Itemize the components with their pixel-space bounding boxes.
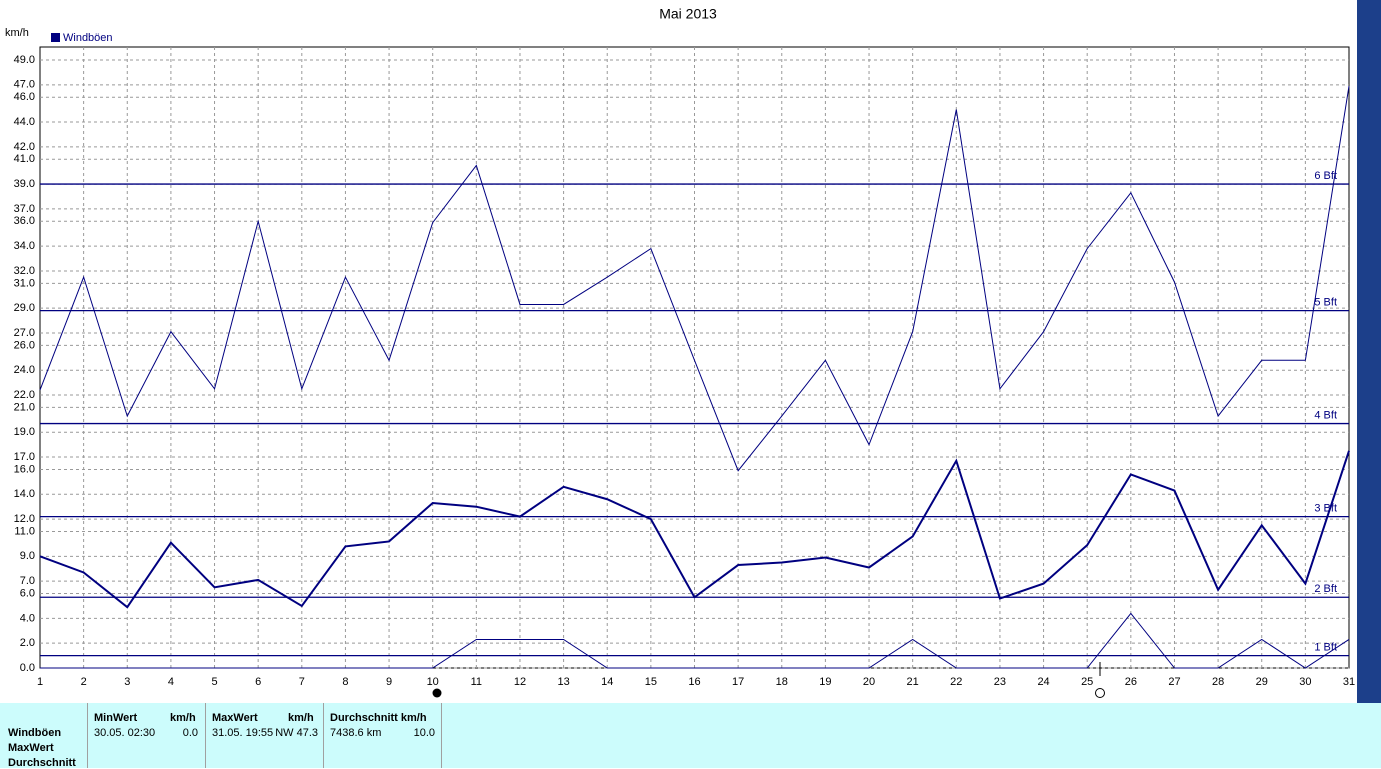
x-tick-label: 9 [386, 676, 392, 688]
y-tick-label: 37.0 [14, 203, 35, 215]
beaufort-label: 2 Bft [1314, 583, 1337, 595]
x-tick-label: 21 [907, 676, 919, 688]
y-tick-label: 6.0 [20, 587, 35, 599]
cell: 0.0 [182, 727, 198, 739]
cell: 30.05. 02:30 [94, 727, 156, 739]
x-tick-label: 12 [514, 676, 526, 688]
x-tick-label: 4 [168, 676, 174, 688]
y-tick-label: 29.0 [14, 302, 35, 314]
x-tick-label: 8 [342, 676, 348, 688]
stats-table: Windböen MaxWert Durchschnitt MinWert km… [0, 703, 1381, 769]
y-tick-label: 49.0 [14, 54, 35, 66]
x-tick-label: 24 [1037, 676, 1049, 688]
y-tick-label: 41.0 [14, 153, 35, 165]
cell: 7438.6 km [330, 727, 382, 739]
y-tick-label: 36.0 [14, 215, 35, 227]
x-tick-label: 19 [819, 676, 831, 688]
series-line [39, 85, 1350, 472]
x-tick-label: 5 [211, 676, 217, 688]
y-tick-label: 46.0 [14, 91, 35, 103]
row-label: Durchschnitt [8, 757, 76, 769]
y-tick-label: 34.0 [14, 240, 35, 252]
x-tick-label: 13 [557, 676, 569, 688]
y-tick-label: 22.0 [14, 389, 35, 401]
x-tick-label: 30 [1299, 676, 1311, 688]
legend-swatch [51, 33, 60, 42]
cell: 10.0 [413, 727, 435, 739]
x-tick-label: 23 [994, 676, 1006, 688]
y-tick-label: 4.0 [20, 612, 35, 624]
desktop-edge [1357, 0, 1381, 703]
header: km/h [288, 712, 314, 724]
y-tick-label: 24.0 [14, 364, 35, 376]
y-tick-label: 27.0 [14, 327, 35, 339]
beaufort-label: 4 Bft [1314, 409, 1337, 421]
separator [205, 703, 206, 768]
cell: 31.05. 19:55 [212, 727, 274, 739]
header: MaxWert [212, 712, 258, 724]
y-tick-label: 19.0 [14, 426, 35, 438]
x-tick-label: 29 [1256, 676, 1268, 688]
x-tick-label: 25 [1081, 676, 1093, 688]
full-moon-icon [1095, 688, 1105, 698]
x-tick-label: 26 [1125, 676, 1137, 688]
x-tick-label: 14 [601, 676, 613, 688]
y-tick-label: 42.0 [14, 141, 35, 153]
y-tick-label: 9.0 [20, 550, 35, 562]
x-tick-label: 18 [776, 676, 788, 688]
separator [441, 703, 442, 768]
y-axis-label: km/h [5, 27, 29, 39]
y-tick-label: 14.0 [14, 488, 35, 500]
beaufort-label: 1 Bft [1314, 641, 1337, 653]
chart: Mai 2013 km/h Windböen 0.0 2.0 4.0 6.07.0 9.… [5, 0, 1381, 703]
y-tick-label: 44.0 [14, 116, 35, 128]
x-tick-label: 27 [1168, 676, 1180, 688]
separator [87, 703, 88, 768]
y-tick-label: 17.0 [14, 451, 35, 463]
y-tick-label: 26.0 [14, 339, 35, 351]
y-tick-label: 47.0 [14, 79, 35, 91]
cell: NW 47.3 [275, 727, 318, 739]
chart-title: Mai 2013 [659, 6, 717, 22]
beaufort-label: 5 Bft [1314, 297, 1337, 309]
beaufort-label: 3 Bft [1314, 503, 1337, 515]
row-label: MaxWert [8, 742, 54, 754]
y-tick-label: 0.0 [20, 662, 35, 674]
x-tick-label: 7 [299, 676, 305, 688]
x-tick-label: 31 [1343, 676, 1355, 688]
header: Durchschnitt km/h [330, 712, 427, 724]
x-tick-label: 10 [427, 676, 439, 688]
x-tick-label: 2 [81, 676, 87, 688]
x-tick-label: 6 [255, 676, 261, 688]
x-tick-label: 16 [688, 676, 700, 688]
x-tick-label: 11 [471, 676, 482, 688]
x-tick-label: 22 [950, 676, 962, 688]
new-moon-icon [432, 688, 442, 698]
series-line [39, 450, 1350, 609]
separator [323, 703, 324, 768]
y-tick-label: 32.0 [14, 265, 35, 277]
row-label: Windböen [8, 727, 62, 739]
header: km/h [170, 712, 196, 724]
x-tick-label: 20 [863, 676, 875, 688]
y-tick-label: 21.0 [14, 401, 35, 413]
beaufort-label: 6 Bft [1314, 170, 1337, 182]
y-tick-label: 31.0 [14, 277, 35, 289]
y-tick-label: 11.0 [14, 525, 35, 537]
legend-label: Windböen [63, 32, 113, 44]
plot-frame [39, 46, 1350, 669]
y-tick-label: 2.0 [20, 637, 35, 649]
x-tick-label: 3 [124, 676, 130, 688]
x-tick-label: 17 [732, 676, 744, 688]
y-tick-label: 16.0 [14, 463, 35, 475]
x-tick-label: 28 [1212, 676, 1224, 688]
x-tick-label: 15 [645, 676, 657, 688]
y-tick-label: 7.0 [20, 575, 35, 587]
series-line [40, 612, 1350, 669]
y-tick-label: 39.0 [14, 178, 35, 190]
x-tick-label: 1 [37, 676, 43, 688]
y-tick-label: 12.0 [14, 513, 35, 525]
header: MinWert [94, 712, 138, 724]
